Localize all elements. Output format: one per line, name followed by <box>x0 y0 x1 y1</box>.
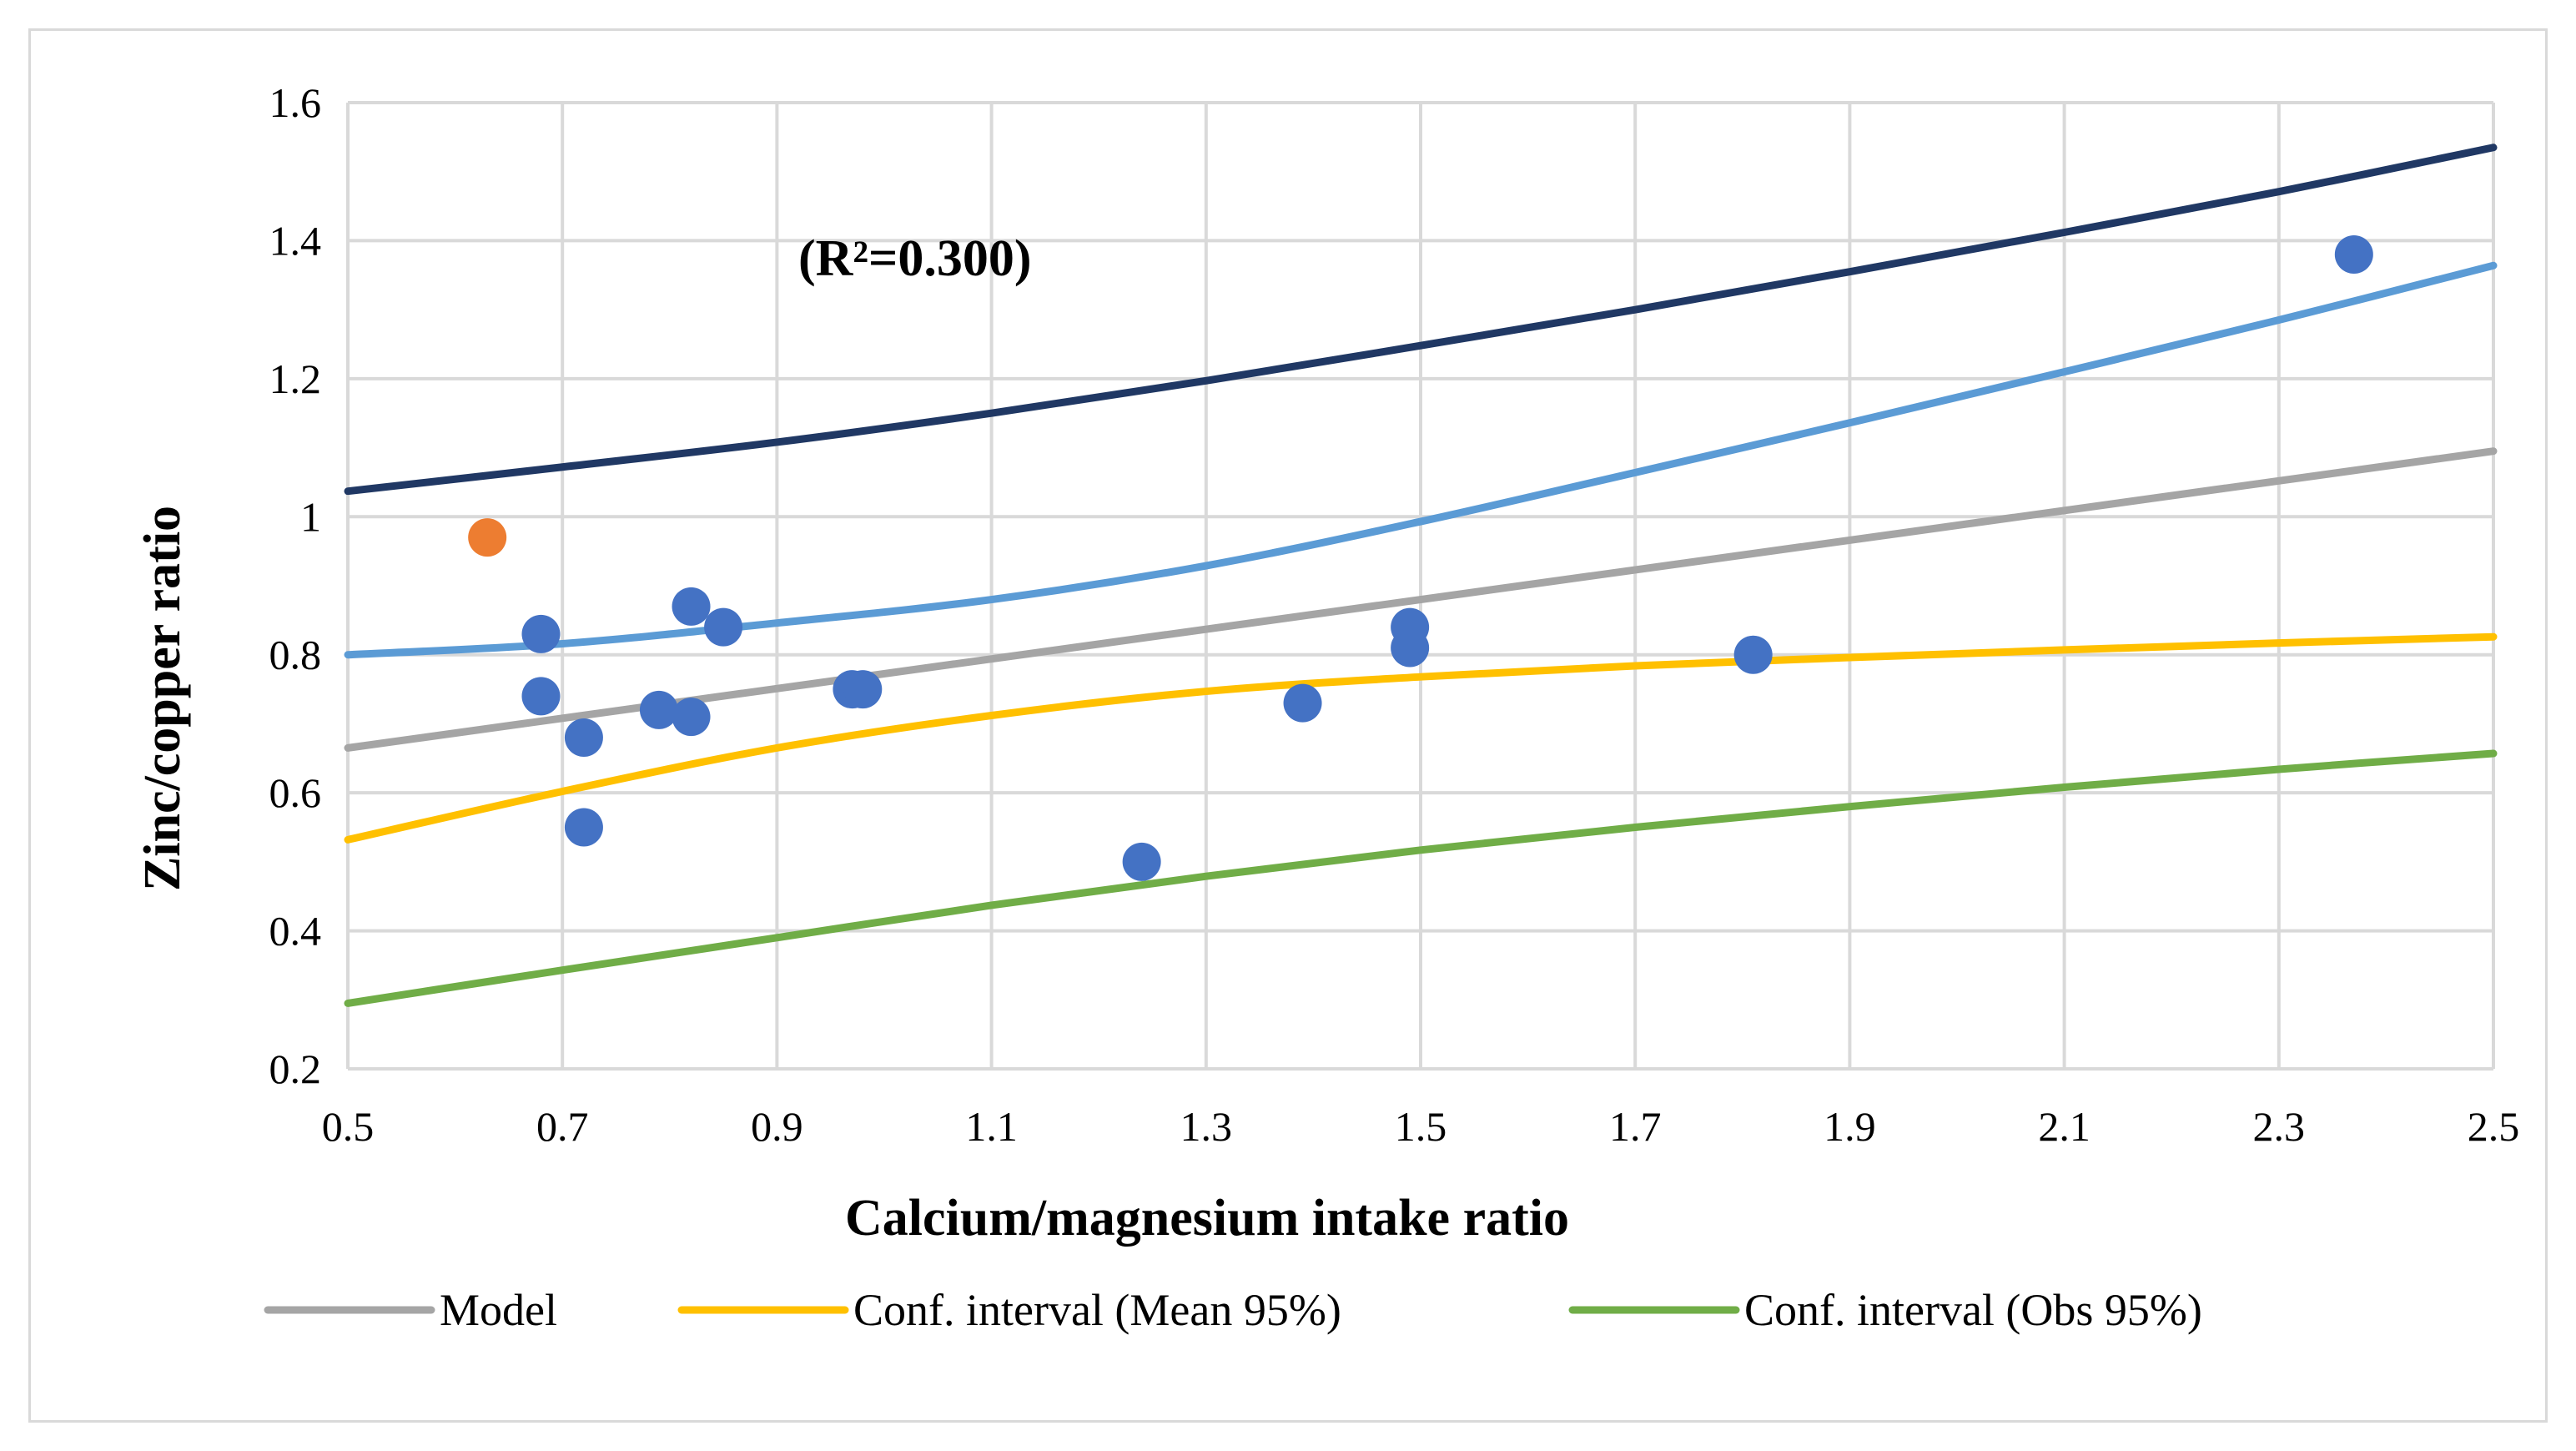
data-point <box>564 808 603 847</box>
series-line-conf-interval-obs-95 <box>344 749 2498 1007</box>
data-point <box>1283 683 1322 723</box>
legend: Model Conf. interval (Mean 95%) Conf. inte… <box>264 1285 2202 1335</box>
legend-label: Conf. interval (Obs 95%) <box>1744 1285 2202 1335</box>
x-tick-label: 2.5 <box>2468 1103 2520 1150</box>
gridlines <box>346 101 2495 1071</box>
x-tick-label: 0.7 <box>536 1103 589 1150</box>
data-point <box>672 698 711 737</box>
series-line-conf-interval-obs-95-upper <box>344 144 2498 496</box>
series-line-model <box>344 447 2498 752</box>
data-point <box>1733 635 1773 674</box>
series-line-conf-interval-mean-95 <box>344 632 2498 844</box>
data-point <box>521 614 561 653</box>
x-axis-ticks: 0.5 0.7 0.9 1.1 1.3 1.5 1.7 1.9 2.1 2.3 2.5 <box>322 1103 2520 1150</box>
x-tick-label: 1.9 <box>1824 1103 1876 1150</box>
data-point <box>521 677 561 716</box>
x-tick-label: 1.3 <box>1180 1103 1233 1150</box>
data-point <box>1122 842 1161 881</box>
chart-frame: 0.5 0.7 0.9 1.1 1.3 1.5 1.7 1.9 2.1 2.3 2.5 0.2 0.4… <box>28 28 2548 1423</box>
y-tick-label: 0.8 <box>269 632 322 678</box>
x-axis-title: Calcium/magnesium intake ratio <box>845 1190 1569 1247</box>
x-tick-label: 2.3 <box>2253 1103 2306 1150</box>
x-tick-label: 0.5 <box>322 1103 375 1150</box>
x-tick-label: 1.7 <box>1609 1103 1662 1150</box>
data-point <box>564 718 603 757</box>
legend-label: Conf. interval (Mean 95%) <box>853 1285 1341 1335</box>
x-tick-label: 2.1 <box>2038 1103 2090 1150</box>
y-tick-label: 0.4 <box>269 908 322 955</box>
y-tick-label: 1.6 <box>269 79 322 126</box>
y-axis-title: Zinc/copper ratio <box>134 506 191 891</box>
data-point <box>843 670 883 709</box>
x-tick-label: 1.5 <box>1395 1103 1447 1150</box>
x-tick-label: 0.9 <box>751 1103 803 1150</box>
y-tick-label: 0.2 <box>269 1045 322 1092</box>
x-tick-label: 1.1 <box>965 1103 1018 1150</box>
data-point <box>672 587 711 626</box>
legend-label: Model <box>440 1285 557 1335</box>
data-point <box>468 518 507 557</box>
y-tick-label: 1 <box>300 493 321 540</box>
data-point <box>704 607 743 647</box>
data-points <box>468 234 2373 881</box>
scatter-chart: 0.5 0.7 0.9 1.1 1.3 1.5 1.7 1.9 2.1 2.3 2.5 0.2 0.4… <box>134 79 2520 1335</box>
y-axis-ticks: 0.2 0.4 0.6 0.8 1 1.2 1.4 1.6 <box>269 79 322 1092</box>
data-point <box>1391 628 1430 668</box>
y-tick-label: 0.6 <box>269 769 322 816</box>
y-tick-label: 1.2 <box>269 355 322 402</box>
data-point <box>639 690 678 729</box>
y-tick-label: 1.4 <box>269 217 322 264</box>
data-point <box>2334 234 2373 274</box>
r-squared-annotation: (R²=0.300) <box>798 230 1031 287</box>
